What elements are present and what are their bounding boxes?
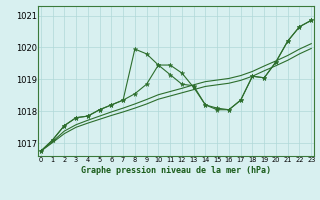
X-axis label: Graphe pression niveau de la mer (hPa): Graphe pression niveau de la mer (hPa) [81,166,271,175]
